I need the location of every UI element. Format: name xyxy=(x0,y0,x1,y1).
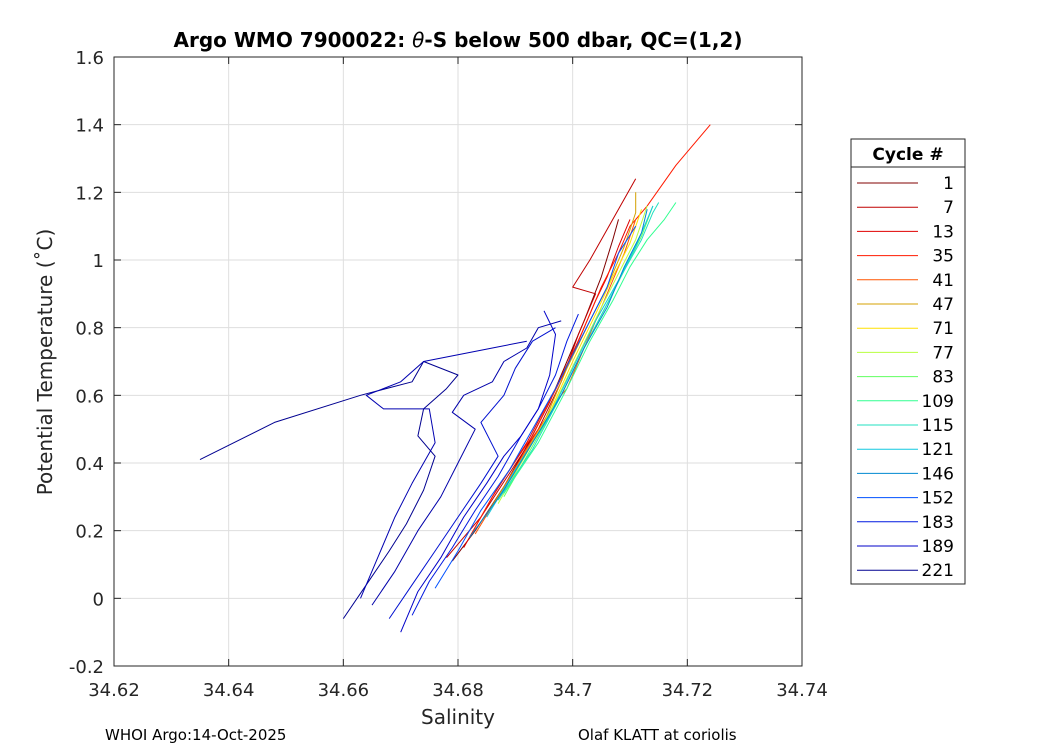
profile-line-13 xyxy=(469,209,648,538)
y-axis-label: Potential Temperature (˚C) xyxy=(33,229,57,496)
x-tick-label: 34.68 xyxy=(432,680,484,701)
title-suffix: -S below 500 dbar, QC=(1,2) xyxy=(424,28,742,52)
legend-box xyxy=(850,138,966,585)
legend-label-7: 7 xyxy=(943,198,954,218)
legend-label-115: 115 xyxy=(922,416,954,436)
legend-label-83: 83 xyxy=(932,368,954,388)
x-tick-label: 34.7 xyxy=(553,680,593,701)
x-tick-label: 34.64 xyxy=(203,680,255,701)
legend-label-13: 13 xyxy=(932,222,954,242)
y-tick-label: 0.2 xyxy=(75,522,104,543)
y-tick-label: 0.4 xyxy=(75,454,104,475)
legend-label-41: 41 xyxy=(932,271,954,291)
legend-label-121: 121 xyxy=(922,440,954,460)
legend-label-189: 189 xyxy=(922,537,954,557)
x-tick-label: 34.74 xyxy=(776,680,828,701)
profile-line-11 xyxy=(497,202,660,501)
x-tick-label: 34.66 xyxy=(318,680,370,701)
profile-line-19 xyxy=(388,327,556,619)
legend-label-77: 77 xyxy=(932,343,954,363)
legend: Cycle # 17133541477177831091151211461521… xyxy=(850,138,966,585)
legend-entries: 1 7 13 35 41 47 71 77 83 109 115 121 146 152 183 189 221 xyxy=(857,174,954,581)
x-axis-label: Salinity xyxy=(421,705,495,729)
profile-line-4 xyxy=(469,124,711,538)
x-tick-label: 34.72 xyxy=(662,680,714,701)
legend-label-35: 35 xyxy=(932,247,954,267)
y-tick-label: 1 xyxy=(93,251,104,272)
profile-line-10 xyxy=(503,202,677,494)
y-tick-label: 1.2 xyxy=(75,183,104,204)
profile-line-15 xyxy=(411,313,579,616)
y-tick-label: 1.6 xyxy=(75,48,104,69)
title-prefix: Argo WMO 7900022: xyxy=(174,28,413,52)
legend-label-1: 1 xyxy=(943,174,954,194)
y-tick-label: 0.6 xyxy=(75,386,104,407)
legend-label-47: 47 xyxy=(932,295,954,315)
legend-label-71: 71 xyxy=(932,319,954,339)
legend-label-146: 146 xyxy=(922,464,954,484)
axis-ticks: 34.62 34.64 34.66 34.68 34.7 34.72 34.74 -0.2 0 0… xyxy=(69,48,828,701)
y-tick-label: 0.8 xyxy=(75,319,104,340)
y-tick-label: 1.4 xyxy=(75,116,104,137)
legend-title: Cycle # xyxy=(872,145,943,165)
grid-lines xyxy=(114,57,802,666)
data-series-group xyxy=(199,124,711,633)
profile-line-2 xyxy=(446,178,637,559)
y-tick-label: 0 xyxy=(93,589,104,610)
profile-line-16 xyxy=(400,310,556,633)
legend-label-109: 109 xyxy=(922,392,954,412)
x-tick-label: 34.62 xyxy=(88,680,140,701)
footer-source-date: WHOI Argo:14-Oct-2025 xyxy=(105,726,287,744)
legend-label-183: 183 xyxy=(922,513,954,533)
footer-author: Olaf KLATT at coriolis xyxy=(578,726,737,744)
chart-title: Argo WMO 7900022: θ-S below 500 dbar, QC… xyxy=(174,28,743,52)
legend-label-221: 221 xyxy=(922,561,954,581)
profile-line-18 xyxy=(371,320,562,606)
profile-line-20 xyxy=(360,340,527,599)
legend-label-152: 152 xyxy=(922,489,954,509)
y-tick-label: -0.2 xyxy=(69,657,104,678)
profile-line-14 xyxy=(434,225,637,589)
title-theta-symbol: θ xyxy=(412,28,424,52)
